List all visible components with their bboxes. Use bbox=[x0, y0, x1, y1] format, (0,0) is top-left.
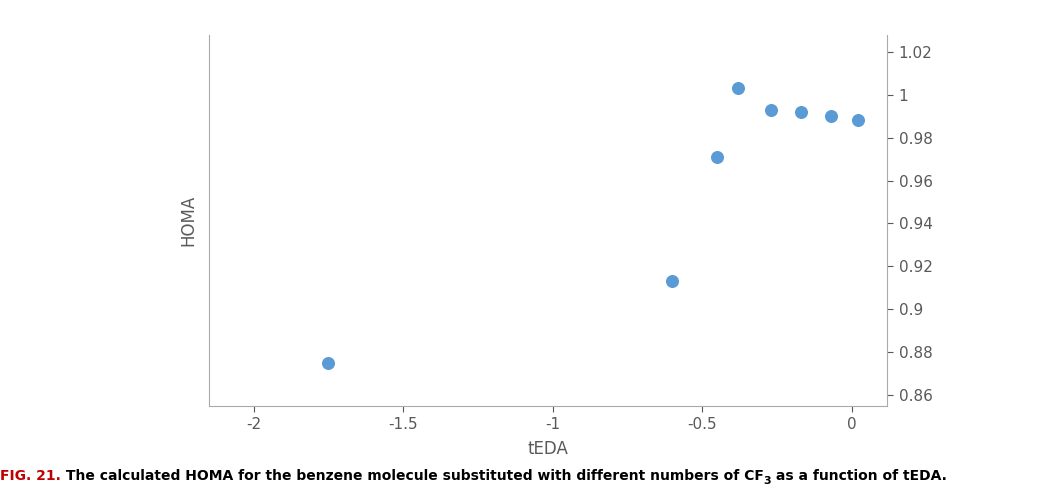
Point bbox=[762, 106, 779, 114]
Text: The calculated HOMA for the benzene molecule substituted with different numbers : The calculated HOMA for the benzene mole… bbox=[61, 469, 764, 483]
Text: FIG. 21.: FIG. 21. bbox=[0, 469, 61, 483]
Point bbox=[792, 108, 809, 116]
Point bbox=[664, 278, 681, 286]
Point bbox=[709, 153, 726, 161]
X-axis label: tEDA: tEDA bbox=[527, 441, 569, 458]
Point bbox=[823, 112, 839, 120]
Text: as a function of tEDA.: as a function of tEDA. bbox=[772, 469, 947, 483]
Y-axis label: HOMA: HOMA bbox=[180, 195, 197, 246]
Point bbox=[849, 116, 865, 124]
Point bbox=[321, 359, 337, 367]
Text: 3: 3 bbox=[764, 476, 772, 486]
Point bbox=[730, 84, 746, 92]
